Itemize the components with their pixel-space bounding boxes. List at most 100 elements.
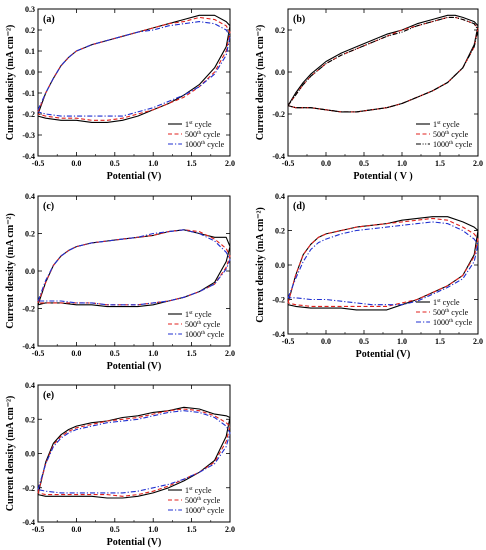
series-line-3 [37,410,231,494]
series-line-1 [287,216,479,311]
chart-panel-a: -0.5 0.0 0.5 1.0 1.5 2.0 -0.4 -0.3 -0.2 -0.1 0.0 0.… [5,5,235,182]
x-tick-label: -0.5 [282,159,295,168]
series-line-2 [287,217,479,307]
y-tick-label: 0.0 [275,261,285,270]
legend-entry: 1000th cycle [185,506,225,515]
series-line-3 [37,229,231,306]
x-axis-label: Potential (V) [356,349,411,360]
y-tick-label: 0.2 [275,26,285,35]
legend-entry: 1st cycle [433,298,460,307]
x-tick-label: 1.5 [435,159,445,168]
x-tick-label: 0.0 [71,525,81,534]
y-tick-label: 0.0 [275,68,285,77]
y-tick-label: 0.1 [25,47,35,56]
x-tick-label: 1.0 [148,159,158,168]
x-tick-label: -0.5 [32,159,45,168]
x-tick-label: 0.5 [110,159,120,168]
panel-label: (a) [43,14,55,25]
x-tick-label: -0.5 [282,337,295,346]
legend-entry: 500th cycle [185,496,221,505]
x-tick-label: 0.0 [321,337,331,346]
x-tick-label: 1.5 [435,337,445,346]
y-tick-label: 0.4 [25,192,35,201]
x-axis-label: Potential (V) [107,361,162,372]
y-tick-label: 0.0 [25,267,35,276]
series-line-1 [37,229,231,308]
y-tick-label: -0.2 [22,110,35,119]
x-tick-label: -0.5 [32,349,45,358]
legend-entry: 1st cycle [185,486,212,495]
x-tick-label: 2.0 [473,337,483,346]
chart-panel-d: -0.5 0.0 0.5 1.0 1.5 2.0 -0.4 -0.2 0.0 0.2 0.4 Pote… [255,192,483,360]
x-tick-label: 1.5 [187,525,197,534]
x-tick-label: 0.0 [71,349,81,358]
series-line-2 [37,16,231,121]
y-tick-label: -0.1 [22,89,35,98]
series-line-3 [287,16,479,113]
y-tick-label: -0.3 [22,131,35,140]
y-tick-label: -0.2 [272,296,285,305]
panel-label: (e) [43,390,54,401]
y-tick-label: 0.3 [25,5,35,14]
x-tick-label: 0.5 [110,525,120,534]
x-axis-label: Potential ( V ) [353,171,412,182]
y-tick-label: 0.2 [25,230,35,239]
x-tick-label: 0.5 [110,349,120,358]
y-axis-label: Current density (mA cm⁻²) [5,396,16,512]
y-axis-label: Current density (mA cm⁻²) [5,25,16,141]
y-tick-label: -0.4 [272,152,285,161]
series-line-1 [37,406,231,499]
series-line-1 [37,14,231,123]
x-tick-label: 0.5 [359,159,369,168]
y-tick-label: -0.2 [22,484,35,493]
panel-label: (c) [43,201,54,212]
x-tick-label: 2.0 [225,159,235,168]
y-tick-label: 0.2 [25,26,35,35]
x-tick-label: 1.0 [397,159,407,168]
x-tick-label: 0.0 [71,159,81,168]
x-tick-label: 2.0 [225,349,235,358]
y-axis-label: Current density (mA cm⁻²) [5,213,16,329]
x-tick-label: 0.0 [321,159,331,168]
y-tick-label: -0.4 [22,152,35,161]
y-tick-label: -0.2 [22,305,35,314]
chart-panel-e: -0.5 0.0 0.5 1.0 1.5 2.0 -0.4 -0.2 0.0 0.2 0.4 Pote… [5,381,235,548]
legend-entry: 500th cycle [185,320,221,329]
y-tick-label: 0.2 [275,227,285,236]
legend-entry: 1st cycle [433,120,460,129]
legend-entry: 1000th cycle [185,140,225,149]
series-line-2 [287,16,479,113]
legend-entry: 500th cycle [433,308,469,317]
legend-entry: 1st cycle [185,310,212,319]
y-tick-label: -0.4 [22,342,35,351]
series-line-1 [287,14,479,113]
x-axis-label: Potential (V) [107,171,162,182]
y-axis-label: Current density (mA cm⁻²) [255,207,266,323]
legend-entry: 500th cycle [185,130,221,139]
y-tick-label: 0.0 [25,68,35,77]
x-tick-label: 2.0 [473,159,483,168]
y-tick-label: 0.2 [25,415,35,424]
x-tick-label: 1.0 [148,349,158,358]
y-tick-label: 0.4 [275,192,285,201]
y-tick-label: 0.0 [25,450,35,459]
x-tick-label: 1.0 [397,337,407,346]
series-line-3 [287,221,479,306]
y-tick-label: -0.4 [22,518,35,527]
x-tick-label: 1.5 [187,349,197,358]
y-tick-label: -0.2 [272,110,285,119]
x-tick-label: -0.5 [32,525,45,534]
series-line-3 [37,21,231,117]
legend-entry: 1st cycle [185,120,212,129]
x-tick-label: 1.0 [148,525,158,534]
y-tick-label: 0.4 [25,381,35,390]
legend-entry: 1000th cycle [433,318,473,327]
x-tick-label: 1.5 [187,159,197,168]
x-tick-label: 2.0 [225,525,235,534]
legend-entry: 1000th cycle [433,140,473,149]
x-tick-label: 0.5 [359,337,369,346]
legend-entry: 500th cycle [433,130,469,139]
legend-entry: 1000th cycle [185,330,225,339]
series-line-2 [37,229,231,306]
